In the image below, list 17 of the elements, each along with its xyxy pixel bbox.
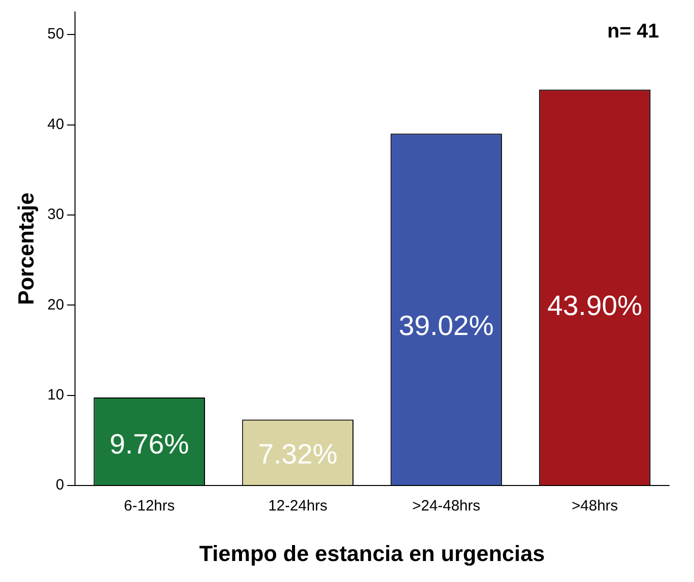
y-tick-label: 40: [47, 116, 64, 133]
data-label: 9.76%: [110, 428, 190, 460]
y-axis-title: Porcentaje: [13, 192, 38, 306]
y-tick-label: 50: [47, 26, 64, 43]
x-tick-label: >48hrs: [572, 498, 618, 515]
data-label: 43.90%: [547, 290, 642, 322]
x-axis-title: Tiempo de estancia en urgencias: [199, 540, 545, 566]
annotation: n= 41: [607, 20, 659, 43]
x-tick-label: 12-24hrs: [268, 498, 328, 515]
x-tick-label: >24-48hrs: [412, 498, 480, 515]
data-label: 7.32%: [258, 438, 338, 470]
y-tick-label: 0: [56, 476, 64, 494]
y-tick-label: 30: [47, 206, 64, 224]
x-tick-label: 6-12hrs: [124, 498, 175, 515]
y-tick-label: 10: [47, 386, 64, 404]
data-label: 39.02%: [398, 310, 494, 341]
y-tick-label: 20: [47, 296, 64, 314]
